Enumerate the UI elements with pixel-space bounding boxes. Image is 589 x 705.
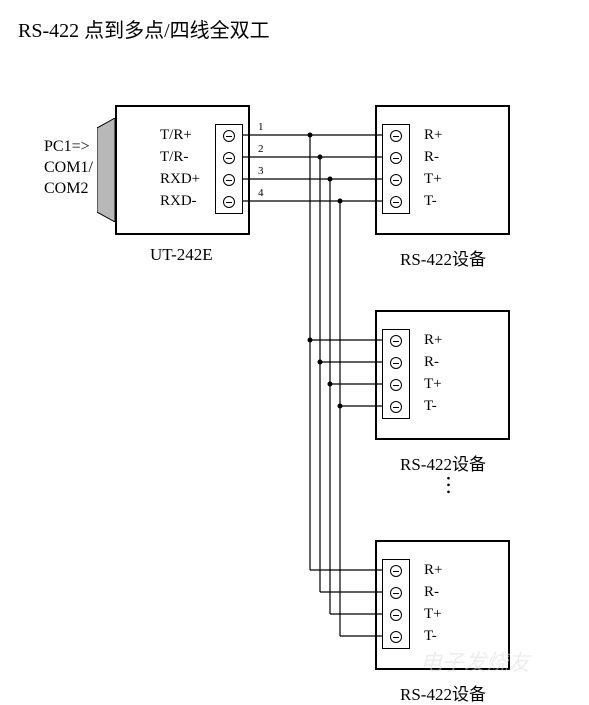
ellipsis-dots: ︙ bbox=[440, 475, 452, 495]
slave-label: RS-422设备 bbox=[400, 245, 486, 270]
master-screw bbox=[216, 196, 242, 208]
slave-screw bbox=[383, 609, 409, 621]
slave-screw bbox=[383, 587, 409, 599]
slave-pin-label: T- bbox=[424, 193, 437, 210]
master-screw bbox=[216, 152, 242, 164]
slave-screw bbox=[383, 196, 409, 208]
wire-number: 2 bbox=[258, 143, 264, 155]
master-screw bbox=[216, 130, 242, 142]
slave-pin-label: T+ bbox=[424, 171, 442, 188]
master-terminal-block bbox=[215, 124, 243, 214]
master-label: UT-242E bbox=[150, 245, 213, 265]
slave-screw bbox=[383, 130, 409, 142]
slave-label: RS-422设备 bbox=[400, 680, 486, 705]
master-pin-label: T/R+ bbox=[160, 127, 192, 144]
slave-pin-label: R- bbox=[424, 584, 439, 601]
diagram-title: RS-422 点到多点/四线全双工 bbox=[18, 14, 270, 43]
pc-label-line2: COM1/ bbox=[44, 158, 93, 179]
slave-screw bbox=[383, 379, 409, 391]
slave-pin-label: T+ bbox=[424, 376, 442, 393]
wire-number: 4 bbox=[258, 187, 264, 199]
slave-screw bbox=[383, 357, 409, 369]
slave-pin-label: T- bbox=[424, 398, 437, 415]
slave-screw bbox=[383, 335, 409, 347]
slave-pin-label: R- bbox=[424, 149, 439, 166]
slave-pin-label: R+ bbox=[424, 332, 442, 349]
pc-label-line1: PC1=> bbox=[44, 137, 93, 158]
slave-pin-label: R+ bbox=[424, 127, 442, 144]
slave-screw bbox=[383, 565, 409, 577]
slave-screw bbox=[383, 174, 409, 186]
master-pin-label: T/R- bbox=[160, 149, 188, 166]
master-pin-label: RXD- bbox=[160, 193, 197, 210]
wire-number: 1 bbox=[258, 121, 264, 133]
slave-pin-label: R- bbox=[424, 354, 439, 371]
pc-label: PC1=> COM1/ COM2 bbox=[44, 137, 93, 199]
slave-pin-label: T+ bbox=[424, 606, 442, 623]
wire-number: 3 bbox=[258, 165, 264, 177]
watermark: 电子发烧友 bbox=[420, 645, 530, 677]
slave-label: RS-422设备 bbox=[400, 450, 486, 475]
master-pin-label: RXD+ bbox=[160, 171, 200, 188]
slave-screw bbox=[383, 401, 409, 413]
slave-terminal-block bbox=[382, 124, 410, 214]
slave-screw bbox=[383, 152, 409, 164]
master-screw bbox=[216, 174, 242, 186]
slave-screw bbox=[383, 631, 409, 643]
slave-pin-label: T- bbox=[424, 628, 437, 645]
pc-label-line3: COM2 bbox=[44, 179, 93, 200]
slave-pin-label: R+ bbox=[424, 562, 442, 579]
slave-terminal-block bbox=[382, 559, 410, 649]
slave-terminal-block bbox=[382, 329, 410, 419]
